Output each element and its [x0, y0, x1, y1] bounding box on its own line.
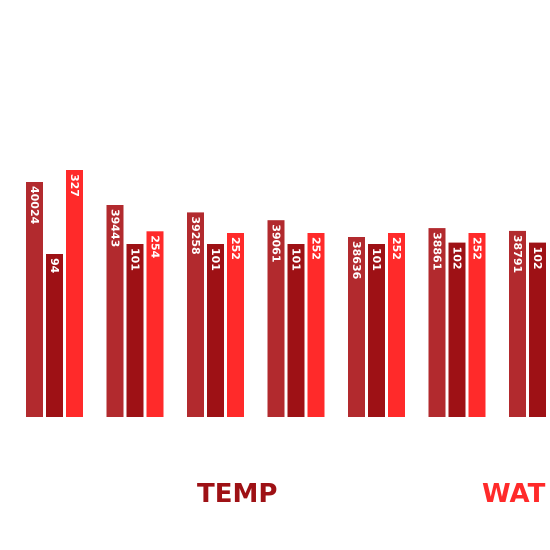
bar-s3-g1 [66, 170, 83, 417]
data-label-s3-g1: 327 [68, 174, 81, 197]
data-label-s1-g3: 39258 [189, 216, 202, 254]
bar-s1-g4 [267, 220, 285, 417]
data-label-s2-g3: 101 [209, 248, 222, 271]
bar-s1-g1 [26, 182, 43, 417]
bar-s3-g6 [468, 233, 486, 417]
data-label-s1-g5: 38636 [350, 241, 363, 280]
data-label-s1-g4: 39061 [270, 224, 283, 262]
bar-s2-g3 [207, 244, 224, 417]
bar-s2-g5 [368, 244, 385, 417]
bar-s1-g3 [187, 212, 204, 417]
bar-s2-g4 [287, 244, 305, 417]
data-label-s3-g5: 252 [390, 237, 403, 260]
data-label-s3-g2: 254 [149, 235, 162, 258]
data-label-s3-g3: 252 [229, 237, 242, 260]
data-label-s3-g4: 252 [310, 237, 323, 260]
data-label-s2-g5: 101 [370, 248, 383, 271]
bar-s3-g4 [307, 233, 325, 417]
bar-s1-g2 [106, 205, 124, 417]
data-label-s2-g1: 94 [48, 258, 61, 274]
bar-s3-g2 [146, 231, 164, 417]
legend-item-wat: WAT [482, 479, 546, 509]
data-label-s1-g6: 38861 [431, 232, 444, 270]
bar-s3-g3 [227, 233, 244, 417]
bar-s1-g7 [509, 230, 526, 417]
data-label-s2-g4: 101 [290, 248, 303, 271]
bar-s1-g5 [348, 237, 365, 417]
legend-item-temp: TEMP [197, 479, 277, 509]
bar-s3-g5 [388, 233, 405, 417]
data-label-s2-g6: 102 [451, 247, 464, 270]
bar-s2-g1 [46, 254, 63, 417]
data-label-s1-g2: 39443 [109, 209, 122, 247]
bar-s2-g6 [448, 242, 466, 417]
bar-s1-g6 [428, 228, 446, 417]
data-label-s1-g1: 40024 [28, 186, 41, 225]
data-label-s2-g7: 102 [531, 247, 544, 270]
data-label-s2-g2: 101 [129, 248, 142, 271]
data-label-s1-g7: 38791 [511, 235, 524, 273]
bar-s2-g2 [126, 244, 144, 417]
bar-s2-g7 [529, 242, 546, 417]
data-label-s3-g6: 252 [471, 237, 484, 260]
